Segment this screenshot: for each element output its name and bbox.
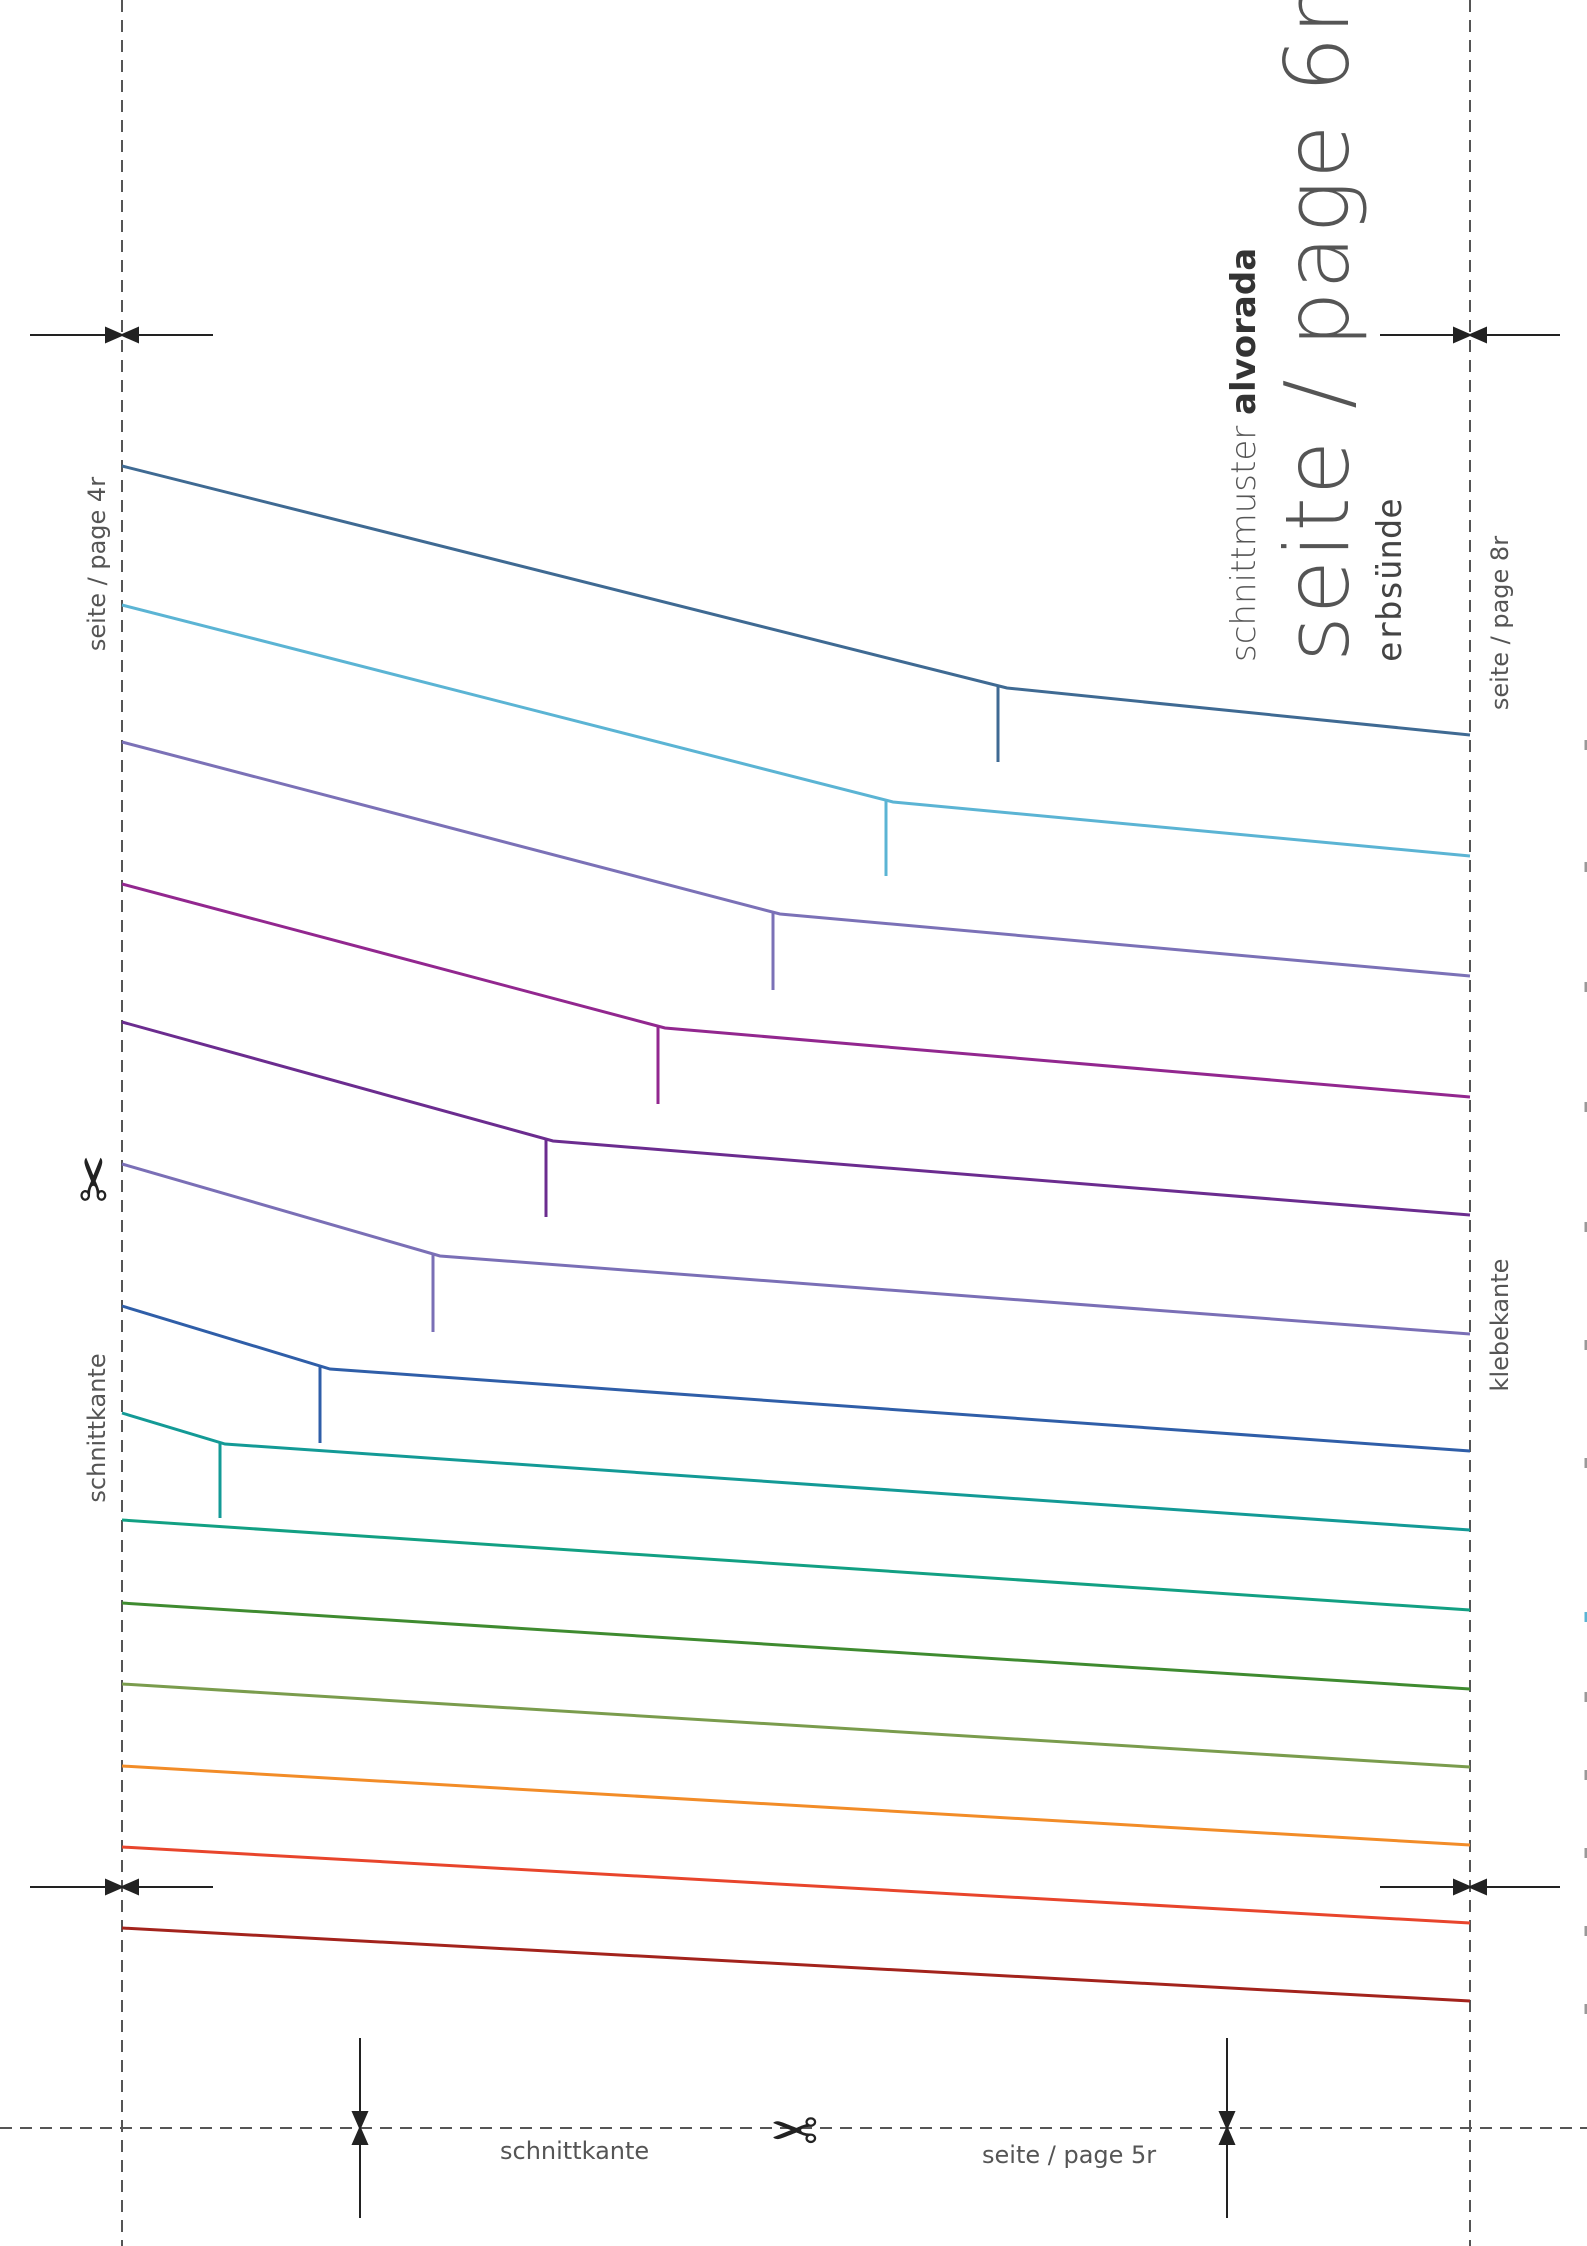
alignment-marker-top-right bbox=[1380, 326, 1560, 344]
label-left-page-4r: seite / page 4r bbox=[83, 476, 111, 652]
title-prefix: schnittmuster bbox=[1224, 425, 1264, 662]
size-line-11 bbox=[121, 1682, 1471, 1769]
label-right-klebekante: klebekante bbox=[1486, 1258, 1514, 1392]
size-line-14 bbox=[121, 1926, 1471, 2003]
size-line-10 bbox=[121, 1601, 1471, 1691]
brand-logo: erbsünde bbox=[1370, 498, 1410, 662]
size-line-7 bbox=[121, 1304, 1471, 1453]
pattern-name: alvorada bbox=[1224, 247, 1264, 415]
alignment-marker-top-left bbox=[30, 326, 213, 344]
size-line-13 bbox=[121, 1845, 1471, 1925]
size-line-6 bbox=[121, 1162, 1471, 1336]
alignment-marker-bottom-left bbox=[30, 1878, 213, 1896]
label-bottom-page-5r: seite / page 5r bbox=[982, 2141, 1157, 2169]
size-lines bbox=[121, 464, 1471, 2003]
label-left-schnittkante: schnittkante bbox=[83, 1353, 111, 1503]
alignment-marker-bottom-a bbox=[351, 2038, 369, 2218]
size-line-2 bbox=[121, 603, 1471, 858]
scissors-icon: ✂ bbox=[770, 2095, 819, 2163]
label-bottom-schnittkante: schnittkante bbox=[500, 2137, 650, 2165]
alignment-marker-bottom-right bbox=[1380, 1878, 1560, 1896]
size-line-4 bbox=[121, 882, 1471, 1099]
size-line-5 bbox=[121, 1020, 1471, 1217]
size-line-1 bbox=[121, 464, 1471, 737]
label-right-page-8r: seite / page 8r bbox=[1486, 535, 1514, 711]
size-line-8 bbox=[121, 1411, 1471, 1532]
size-line-3 bbox=[121, 740, 1471, 978]
alignment-marker-bottom-b bbox=[1218, 2038, 1236, 2218]
title-prefix-line: schnittmuster alvorada bbox=[1220, 0, 1268, 662]
size-line-9 bbox=[121, 1518, 1471, 1612]
size-line-12 bbox=[121, 1764, 1471, 1847]
scissors-icon: ✂ bbox=[60, 1154, 129, 1204]
page-title: seite / page 6r bbox=[1266, 0, 1369, 662]
